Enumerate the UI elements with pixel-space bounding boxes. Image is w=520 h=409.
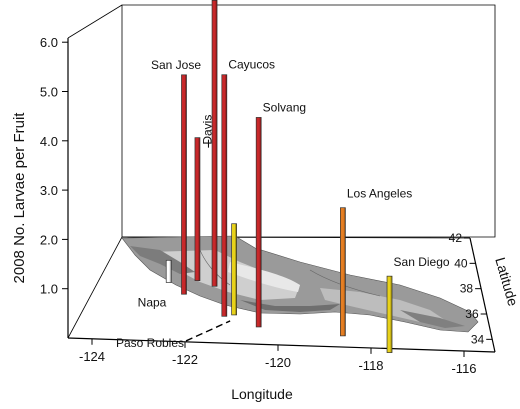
bar-shade xyxy=(343,207,346,336)
x-tick-label: -122 xyxy=(172,352,198,367)
bar-column xyxy=(221,74,228,317)
left-wall-floor-edge xyxy=(67,236,123,339)
y-tick-label: 2.0 xyxy=(40,232,58,247)
axis-ticks: 6.0 5.0 4.0 3.0 2.0 1.0 -124 -122 -120 -118 -116 42… xyxy=(40,35,493,376)
bar-shade xyxy=(259,117,262,327)
bar-napa: Napa xyxy=(138,259,172,309)
bar-shade xyxy=(184,74,187,295)
y-axis-title: 2008 No. Larvae per Fruit xyxy=(11,112,28,284)
bar-label: Cayucos xyxy=(228,58,275,72)
bar-column xyxy=(231,223,237,316)
bar-label: Davis xyxy=(200,115,214,145)
bar-davis: Davis xyxy=(194,115,214,281)
bar-san-jose: San Jose xyxy=(151,58,201,295)
x-axis-title: Longitude xyxy=(231,386,293,402)
z-tick-label: 40 xyxy=(454,256,468,270)
bar-label: Paso Robles xyxy=(116,336,184,350)
bar-san-diego: San Diego xyxy=(386,255,450,353)
x-tick-label: -116 xyxy=(451,361,476,376)
y-tick-label: 1.0 xyxy=(40,282,58,297)
bar-column xyxy=(211,0,218,287)
bar-label: Los Angeles xyxy=(347,187,412,201)
bars: Davis Napa Lodi San Jose Paso Robles Cayucos S… xyxy=(116,0,450,353)
y-tick-label: 4.0 xyxy=(40,134,58,149)
california-relief-map xyxy=(121,235,479,333)
bar-shade xyxy=(169,260,172,283)
y-tick-label: 3.0 xyxy=(40,183,58,198)
z-tick-label: 34 xyxy=(471,332,485,346)
bar-shade xyxy=(235,223,237,315)
bar-label: Solvang xyxy=(263,100,306,114)
bar-shade xyxy=(225,74,227,317)
bar-paso-robles: Paso Robles xyxy=(116,223,237,350)
bar-shade xyxy=(215,0,218,287)
back-wall xyxy=(121,4,496,238)
bar-lodi: Lodi xyxy=(211,0,218,287)
bar-column xyxy=(181,74,187,295)
y-tick-label: 5.0 xyxy=(40,85,58,100)
bar-shade xyxy=(198,137,200,281)
label-leader xyxy=(185,320,231,342)
x-tick-label: -120 xyxy=(265,355,291,370)
bar-column xyxy=(194,137,201,281)
z-tick-label: 36 xyxy=(465,307,479,321)
bar-label: Napa xyxy=(138,295,167,309)
bar-cayucos: Cayucos xyxy=(221,58,275,317)
z-tick-label: 42 xyxy=(449,231,463,245)
back-wall-corner-line xyxy=(67,4,123,39)
y-tick-label: 6.0 xyxy=(40,35,58,50)
bar-los-angeles: Los Angeles xyxy=(340,187,412,337)
bar-column xyxy=(165,259,172,283)
z-axis-title: Latitude xyxy=(492,255,520,308)
bar-column xyxy=(386,275,393,353)
bar-column xyxy=(255,117,262,328)
bar-label: San Jose xyxy=(151,58,201,72)
bar-solvang: Solvang xyxy=(255,100,306,328)
z-axis-line xyxy=(469,237,496,353)
bar-column xyxy=(340,207,346,337)
x-tick-label: -124 xyxy=(79,349,105,364)
bar-label: San Diego xyxy=(394,255,450,269)
x-axis-line xyxy=(67,337,496,353)
x-tick-label: -118 xyxy=(358,358,383,373)
bar-shade xyxy=(390,276,393,353)
z-tick-label: 38 xyxy=(460,282,474,296)
